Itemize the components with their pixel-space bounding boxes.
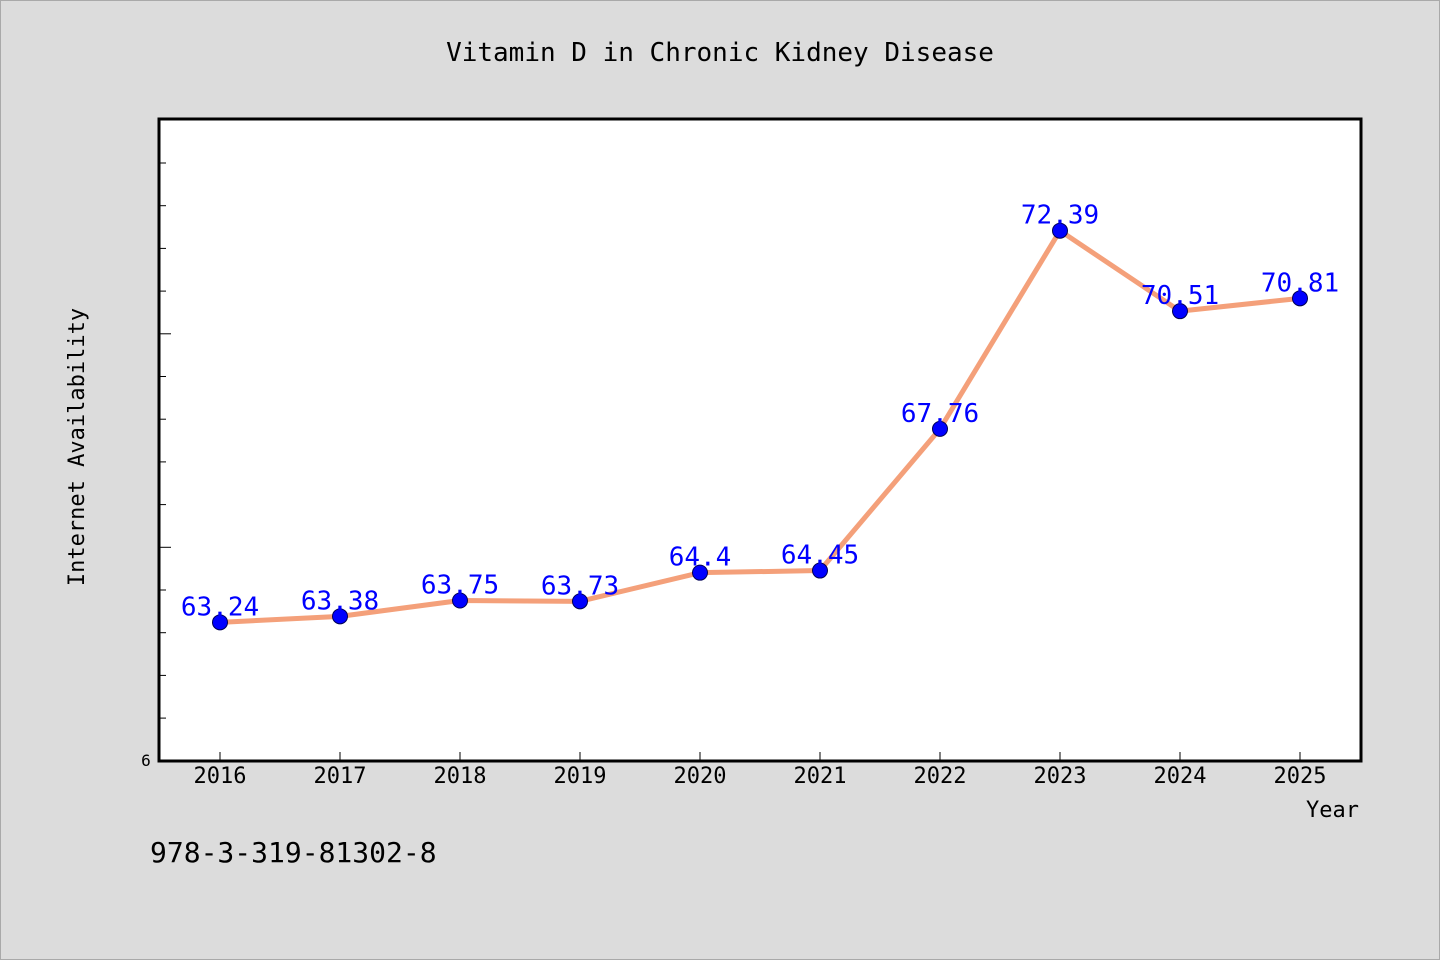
data-point (212, 614, 228, 631)
x-axis-label: Year (1306, 798, 1359, 823)
data-point (1172, 303, 1188, 320)
x-axis-tick-labels: 2016 2017 2018 2019 2020 2021 2022 2023 2024 2025 (194, 764, 1327, 789)
data-label: 63.75 (421, 571, 499, 601)
x-axis-ticks (219, 752, 1301, 761)
data-label: 64.45 (781, 541, 859, 571)
x-tick-label: 2020 (674, 764, 727, 789)
x-tick-label: 2023 (1034, 764, 1087, 789)
data-label: 70.51 (1141, 281, 1219, 311)
series-group: 63.24 63.38 63.75 63.73 64.4 64.45 67.76 72.39 7… (181, 201, 1339, 631)
data-point (932, 420, 948, 437)
data-label: 70.81 (1261, 268, 1339, 298)
data-point (332, 608, 348, 625)
data-point (692, 564, 708, 581)
data-point (812, 562, 828, 579)
plot-area (157, 117, 1363, 763)
data-label: 64.4 (669, 543, 732, 573)
x-tick-label: 2016 (194, 764, 247, 789)
data-point (452, 592, 468, 609)
x-tick-label: 2024 (1154, 764, 1207, 789)
data-label: 63.73 (541, 571, 619, 601)
data-label: 72.39 (1021, 201, 1099, 231)
x-tick-label: 2021 (794, 764, 847, 789)
series-line (219, 228, 1301, 625)
x-tick-label: 2025 (1274, 764, 1327, 789)
x-tick-label: 2022 (914, 764, 967, 789)
x-tick-label: 2018 (434, 764, 487, 789)
y-axis-label: Internet Availability (65, 308, 90, 586)
data-point (1292, 290, 1308, 307)
data-label: 63.38 (301, 586, 379, 616)
data-label: 63.24 (181, 592, 259, 622)
isbn-text: 978-3-319-81302-8 (150, 836, 437, 869)
data-label: 67.76 (901, 399, 979, 429)
data-point (1052, 222, 1068, 239)
chart-title: Vitamin D in Chronic Kidney Disease (446, 38, 994, 68)
y-tick-label: 6 (141, 751, 151, 770)
data-point (572, 593, 588, 610)
y-axis-ticks (159, 162, 171, 762)
x-tick-label: 2017 (314, 764, 367, 789)
x-tick-label: 2019 (554, 764, 607, 789)
